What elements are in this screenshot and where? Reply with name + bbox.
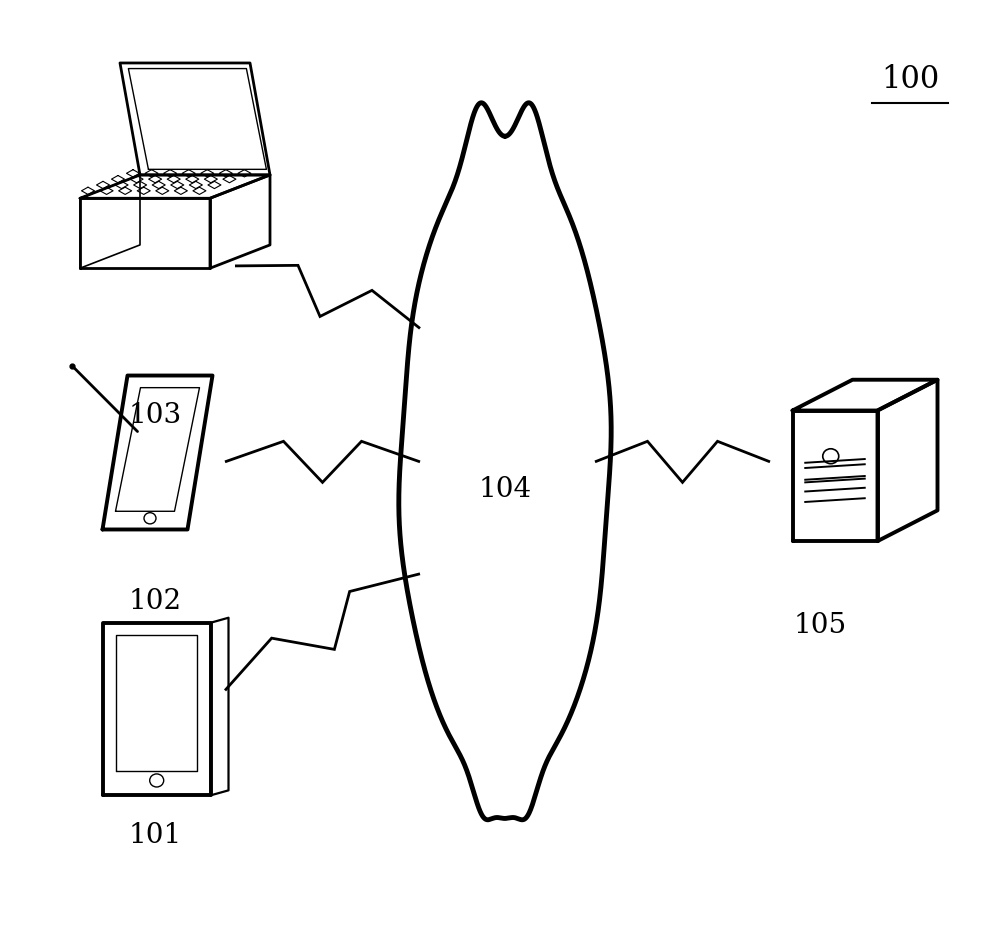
Text: 103: 103: [128, 402, 182, 428]
Text: 100: 100: [881, 63, 939, 95]
Text: 102: 102: [128, 589, 182, 615]
Text: 101: 101: [128, 822, 182, 848]
Text: 105: 105: [793, 612, 847, 638]
Text: 104: 104: [478, 477, 532, 503]
